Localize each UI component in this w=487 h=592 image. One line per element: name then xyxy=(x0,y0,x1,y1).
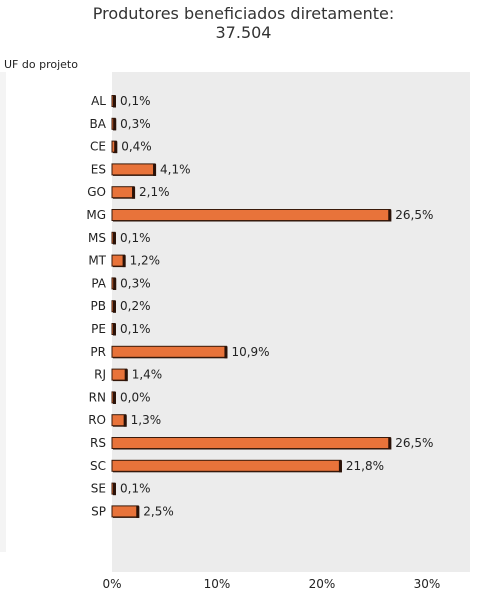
bar-end xyxy=(123,414,127,427)
bar xyxy=(111,414,127,427)
category-label: PA xyxy=(91,276,106,290)
bar-end xyxy=(224,346,228,359)
value-label: 0,4% xyxy=(121,140,152,154)
chart-subtitle: 37.504 xyxy=(215,23,272,42)
category-label: SE xyxy=(91,482,106,496)
chart-title-block: Produtores beneficiados diretamente: 37.… xyxy=(0,4,487,42)
bar-end xyxy=(113,483,116,496)
bar xyxy=(111,345,227,358)
category-label: GO xyxy=(87,185,106,199)
value-label: 0,3% xyxy=(120,117,150,131)
bar-end xyxy=(388,437,392,450)
value-label: 0,1% xyxy=(120,482,151,496)
bar xyxy=(111,209,391,221)
bar-end xyxy=(113,391,116,404)
value-label: 26,5% xyxy=(395,208,433,222)
value-label: 0,1% xyxy=(120,94,151,108)
value-label: 21,8% xyxy=(346,459,384,473)
category-label: ES xyxy=(91,162,106,176)
category-label: PB xyxy=(91,299,106,313)
x-tick-label: 10% xyxy=(204,577,231,591)
bar xyxy=(111,163,156,176)
category-label: CE xyxy=(90,140,106,154)
category-label: AL xyxy=(91,94,106,108)
value-label: 4,1% xyxy=(160,162,191,176)
bar-end xyxy=(113,277,117,290)
bar-end xyxy=(136,505,140,518)
bar-end xyxy=(113,323,116,336)
category-label: RJ xyxy=(94,368,106,382)
value-label: 0,1% xyxy=(120,231,151,245)
bar-end xyxy=(113,232,116,245)
category-label: MT xyxy=(88,254,106,268)
bar-end xyxy=(113,300,116,313)
panel-edge xyxy=(0,72,6,552)
value-label: 1,2% xyxy=(130,254,161,268)
category-label: MG xyxy=(86,208,106,222)
x-tick-label: 0% xyxy=(102,577,121,591)
value-label: 10,9% xyxy=(231,345,269,359)
bar-end xyxy=(113,118,117,131)
value-label: 0,2% xyxy=(120,299,151,313)
value-label: 0,0% xyxy=(120,390,151,404)
x-tick-label: 30% xyxy=(414,577,441,591)
bar-end xyxy=(388,209,392,222)
value-label: 1,4% xyxy=(132,368,163,382)
bar-end xyxy=(124,369,128,382)
category-label: RN xyxy=(89,390,106,404)
bar-end xyxy=(114,141,118,154)
value-label: 0,3% xyxy=(120,276,150,290)
bar xyxy=(111,437,391,449)
bar-end xyxy=(132,186,136,199)
category-label: MS xyxy=(88,231,106,245)
category-label: PR xyxy=(90,345,106,359)
bar-end xyxy=(113,95,116,108)
category-label: BA xyxy=(90,117,107,131)
value-label: 26,5% xyxy=(395,436,433,450)
category-label: RO xyxy=(88,413,106,427)
bar-end xyxy=(153,163,157,176)
bar xyxy=(111,186,135,199)
value-label: 2,1% xyxy=(139,185,170,199)
value-label: 2,5% xyxy=(143,504,174,518)
plot-area xyxy=(112,72,470,572)
bar xyxy=(111,368,128,381)
y-axis-label: UF do projeto xyxy=(4,58,78,71)
chart-title: Produtores beneficiados diretamente: xyxy=(92,4,395,23)
value-label: 1,3% xyxy=(131,413,162,427)
category-label: RS xyxy=(90,436,106,450)
bar-end xyxy=(122,255,126,268)
value-label: 0,1% xyxy=(120,322,151,336)
bar xyxy=(111,459,342,472)
bar-end xyxy=(338,460,342,473)
x-tick-label: 20% xyxy=(309,577,336,591)
category-label: SC xyxy=(90,459,106,473)
category-label: SP xyxy=(91,504,106,518)
bar xyxy=(111,505,139,518)
category-label: PE xyxy=(91,322,106,336)
